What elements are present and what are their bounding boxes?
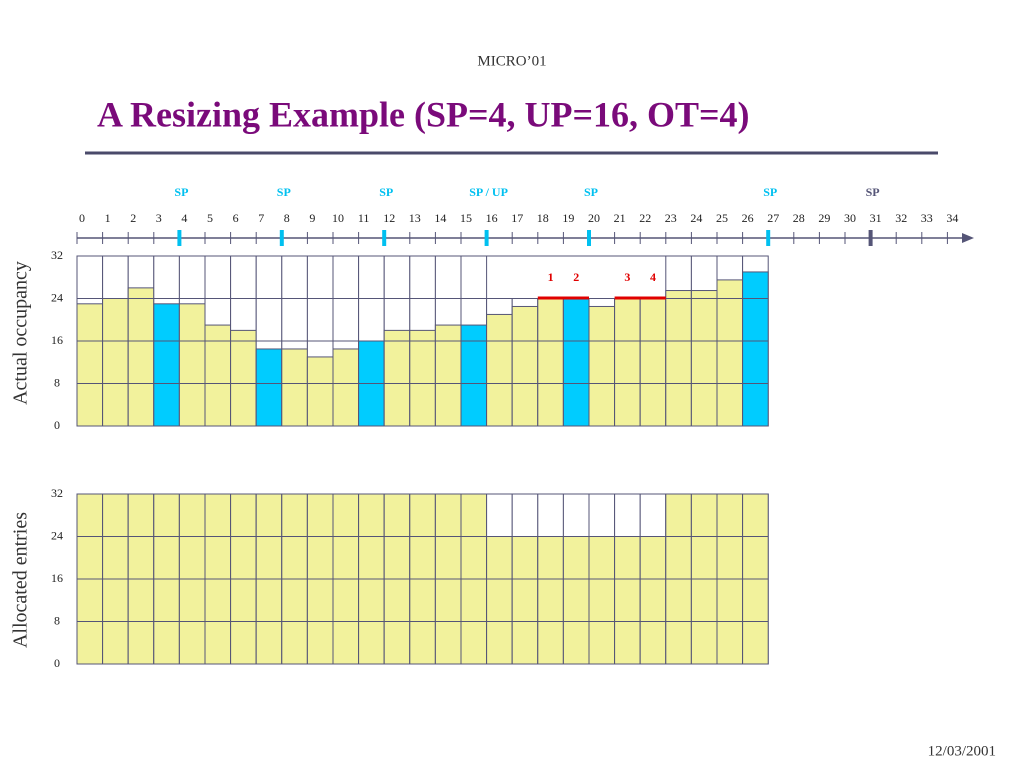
bar	[639, 536, 667, 665]
timeline-tick-label: 19	[562, 211, 574, 225]
timeline-tick-label: 29	[818, 211, 830, 225]
bar	[230, 329, 257, 427]
bar	[537, 298, 564, 427]
bar	[204, 324, 232, 427]
y-tick-label: 32	[51, 486, 63, 500]
timeline-tick-label: 0	[79, 211, 85, 225]
bar	[434, 324, 462, 427]
timeline-tick-label: 30	[844, 211, 856, 225]
bar	[460, 324, 488, 427]
y-tick-label: 8	[54, 613, 60, 627]
bar	[716, 279, 744, 427]
annotation: 4	[650, 270, 656, 284]
y-axis-title: Actual occupancy	[10, 261, 32, 405]
bar	[537, 536, 564, 665]
bar	[153, 303, 180, 427]
y-tick-label: 16	[51, 571, 63, 585]
marker-label: SP / UP	[469, 185, 508, 199]
timeline-tick-label: 9	[309, 211, 315, 225]
bar	[281, 348, 308, 427]
bar	[690, 290, 718, 427]
timeline-tick-label: 7	[258, 211, 264, 225]
bar	[511, 536, 539, 665]
timeline-tick-label: 31	[870, 211, 882, 225]
timeline-tick-label: 20	[588, 211, 600, 225]
timeline-tick-label: 6	[233, 211, 239, 225]
bar	[562, 298, 590, 427]
bar	[332, 348, 360, 427]
bar	[255, 348, 283, 427]
bar	[76, 303, 104, 427]
timeline-tick-label: 34	[946, 211, 958, 225]
slide-title: A Resizing Example (SP=4, UP=16, OT=4)	[97, 94, 750, 134]
bar	[306, 356, 334, 427]
timeline-tick-label: 13	[409, 211, 421, 225]
annotation: 1	[548, 270, 554, 284]
bar	[102, 298, 129, 427]
marker-label: SP	[763, 185, 777, 199]
timeline-tick-label: 28	[793, 211, 805, 225]
timeline-tick-label: 12	[383, 211, 395, 225]
bar	[178, 303, 206, 427]
marker-label: SP	[379, 185, 393, 199]
timeline-tick-label: 4	[181, 211, 187, 225]
date: 12/03/2001	[928, 743, 996, 759]
marker-label: SP	[174, 185, 188, 199]
timeline-tick-label: 33	[921, 211, 933, 225]
bar	[588, 305, 616, 427]
timeline-tick-label: 11	[358, 211, 370, 225]
timeline-tick-label: 2	[130, 211, 136, 225]
annotation: 3	[624, 270, 630, 284]
timeline-tick-label: 18	[537, 211, 549, 225]
bar	[742, 271, 769, 427]
timeline-tick-label: 26	[742, 211, 754, 225]
y-tick-label: 32	[51, 248, 63, 262]
y-tick-label: 0	[54, 656, 60, 670]
marker-label: SP	[277, 185, 291, 199]
timeline-tick-label: 16	[486, 211, 498, 225]
bar	[127, 287, 155, 427]
timeline-tick-label: 24	[690, 211, 702, 225]
timeline-tick-label: 22	[639, 211, 651, 225]
timeline-tick-label: 8	[284, 211, 290, 225]
y-tick-label: 8	[54, 375, 60, 389]
timeline-tick-label: 23	[665, 211, 677, 225]
y-tick-label: 24	[51, 528, 63, 542]
y-tick-label: 0	[54, 418, 60, 432]
bar	[614, 298, 641, 427]
timeline-tick-label: 32	[895, 211, 907, 225]
y-tick-label: 24	[51, 290, 63, 304]
timeline-tick-label: 25	[716, 211, 728, 225]
bar	[665, 290, 692, 427]
bar	[614, 536, 641, 665]
timeline-tick-label: 5	[207, 211, 213, 225]
timeline-tick-label: 14	[434, 211, 446, 225]
marker-label: SP	[866, 185, 880, 199]
bar	[409, 329, 436, 427]
bar	[562, 536, 590, 665]
timeline-tick-label: 27	[767, 211, 779, 225]
bar	[383, 329, 411, 427]
y-tick-label: 16	[51, 333, 63, 347]
bar	[486, 536, 513, 665]
bar	[639, 298, 667, 427]
y-axis-title: Allocated entries	[10, 512, 32, 648]
timeline-tick-label: 10	[332, 211, 344, 225]
header: MICRO’01	[477, 53, 546, 69]
timeline-tick-label: 15	[460, 211, 472, 225]
timeline-tick-label: 17	[511, 211, 523, 225]
bar	[486, 313, 513, 427]
annotation: 2	[573, 270, 579, 284]
timeline-tick-label: 3	[156, 211, 162, 225]
timeline-tick-label: 21	[614, 211, 626, 225]
bar	[511, 305, 539, 427]
marker-label: SP	[584, 185, 598, 199]
axis-arrow	[962, 233, 974, 243]
timeline-tick-label: 1	[105, 211, 111, 225]
bar	[588, 536, 616, 665]
